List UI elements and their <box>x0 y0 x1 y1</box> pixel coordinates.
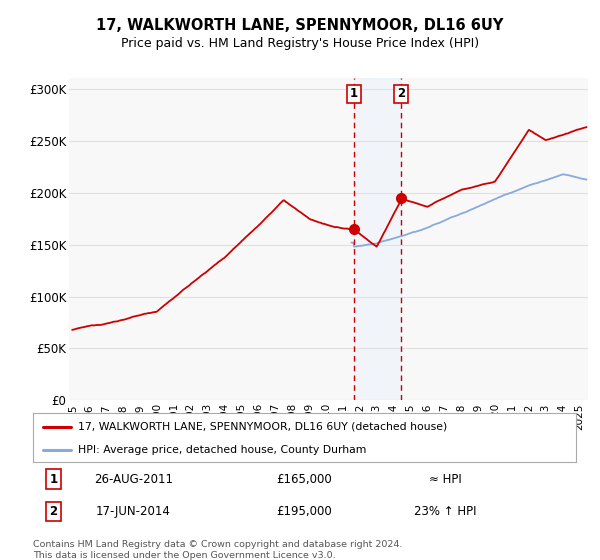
Text: ≈ HPI: ≈ HPI <box>430 473 462 486</box>
Text: HPI: Average price, detached house, County Durham: HPI: Average price, detached house, Coun… <box>77 445 366 455</box>
Text: Contains HM Land Registry data © Crown copyright and database right 2024.
This d: Contains HM Land Registry data © Crown c… <box>33 540 403 559</box>
Text: £165,000: £165,000 <box>277 473 332 486</box>
Text: Price paid vs. HM Land Registry's House Price Index (HPI): Price paid vs. HM Land Registry's House … <box>121 37 479 50</box>
Bar <box>354 78 401 400</box>
Text: 1: 1 <box>350 87 358 100</box>
Text: 23% ↑ HPI: 23% ↑ HPI <box>415 505 477 518</box>
Text: 17, WALKWORTH LANE, SPENNYMOOR, DL16 6UY (detached house): 17, WALKWORTH LANE, SPENNYMOOR, DL16 6UY… <box>77 422 447 432</box>
Text: 1: 1 <box>50 473 58 486</box>
Text: 26-AUG-2011: 26-AUG-2011 <box>94 473 173 486</box>
Text: £195,000: £195,000 <box>277 505 332 518</box>
Text: 17-JUN-2014: 17-JUN-2014 <box>96 505 171 518</box>
Text: 2: 2 <box>50 505 58 518</box>
Text: 17, WALKWORTH LANE, SPENNYMOOR, DL16 6UY: 17, WALKWORTH LANE, SPENNYMOOR, DL16 6UY <box>97 18 503 32</box>
Text: 2: 2 <box>397 87 406 100</box>
